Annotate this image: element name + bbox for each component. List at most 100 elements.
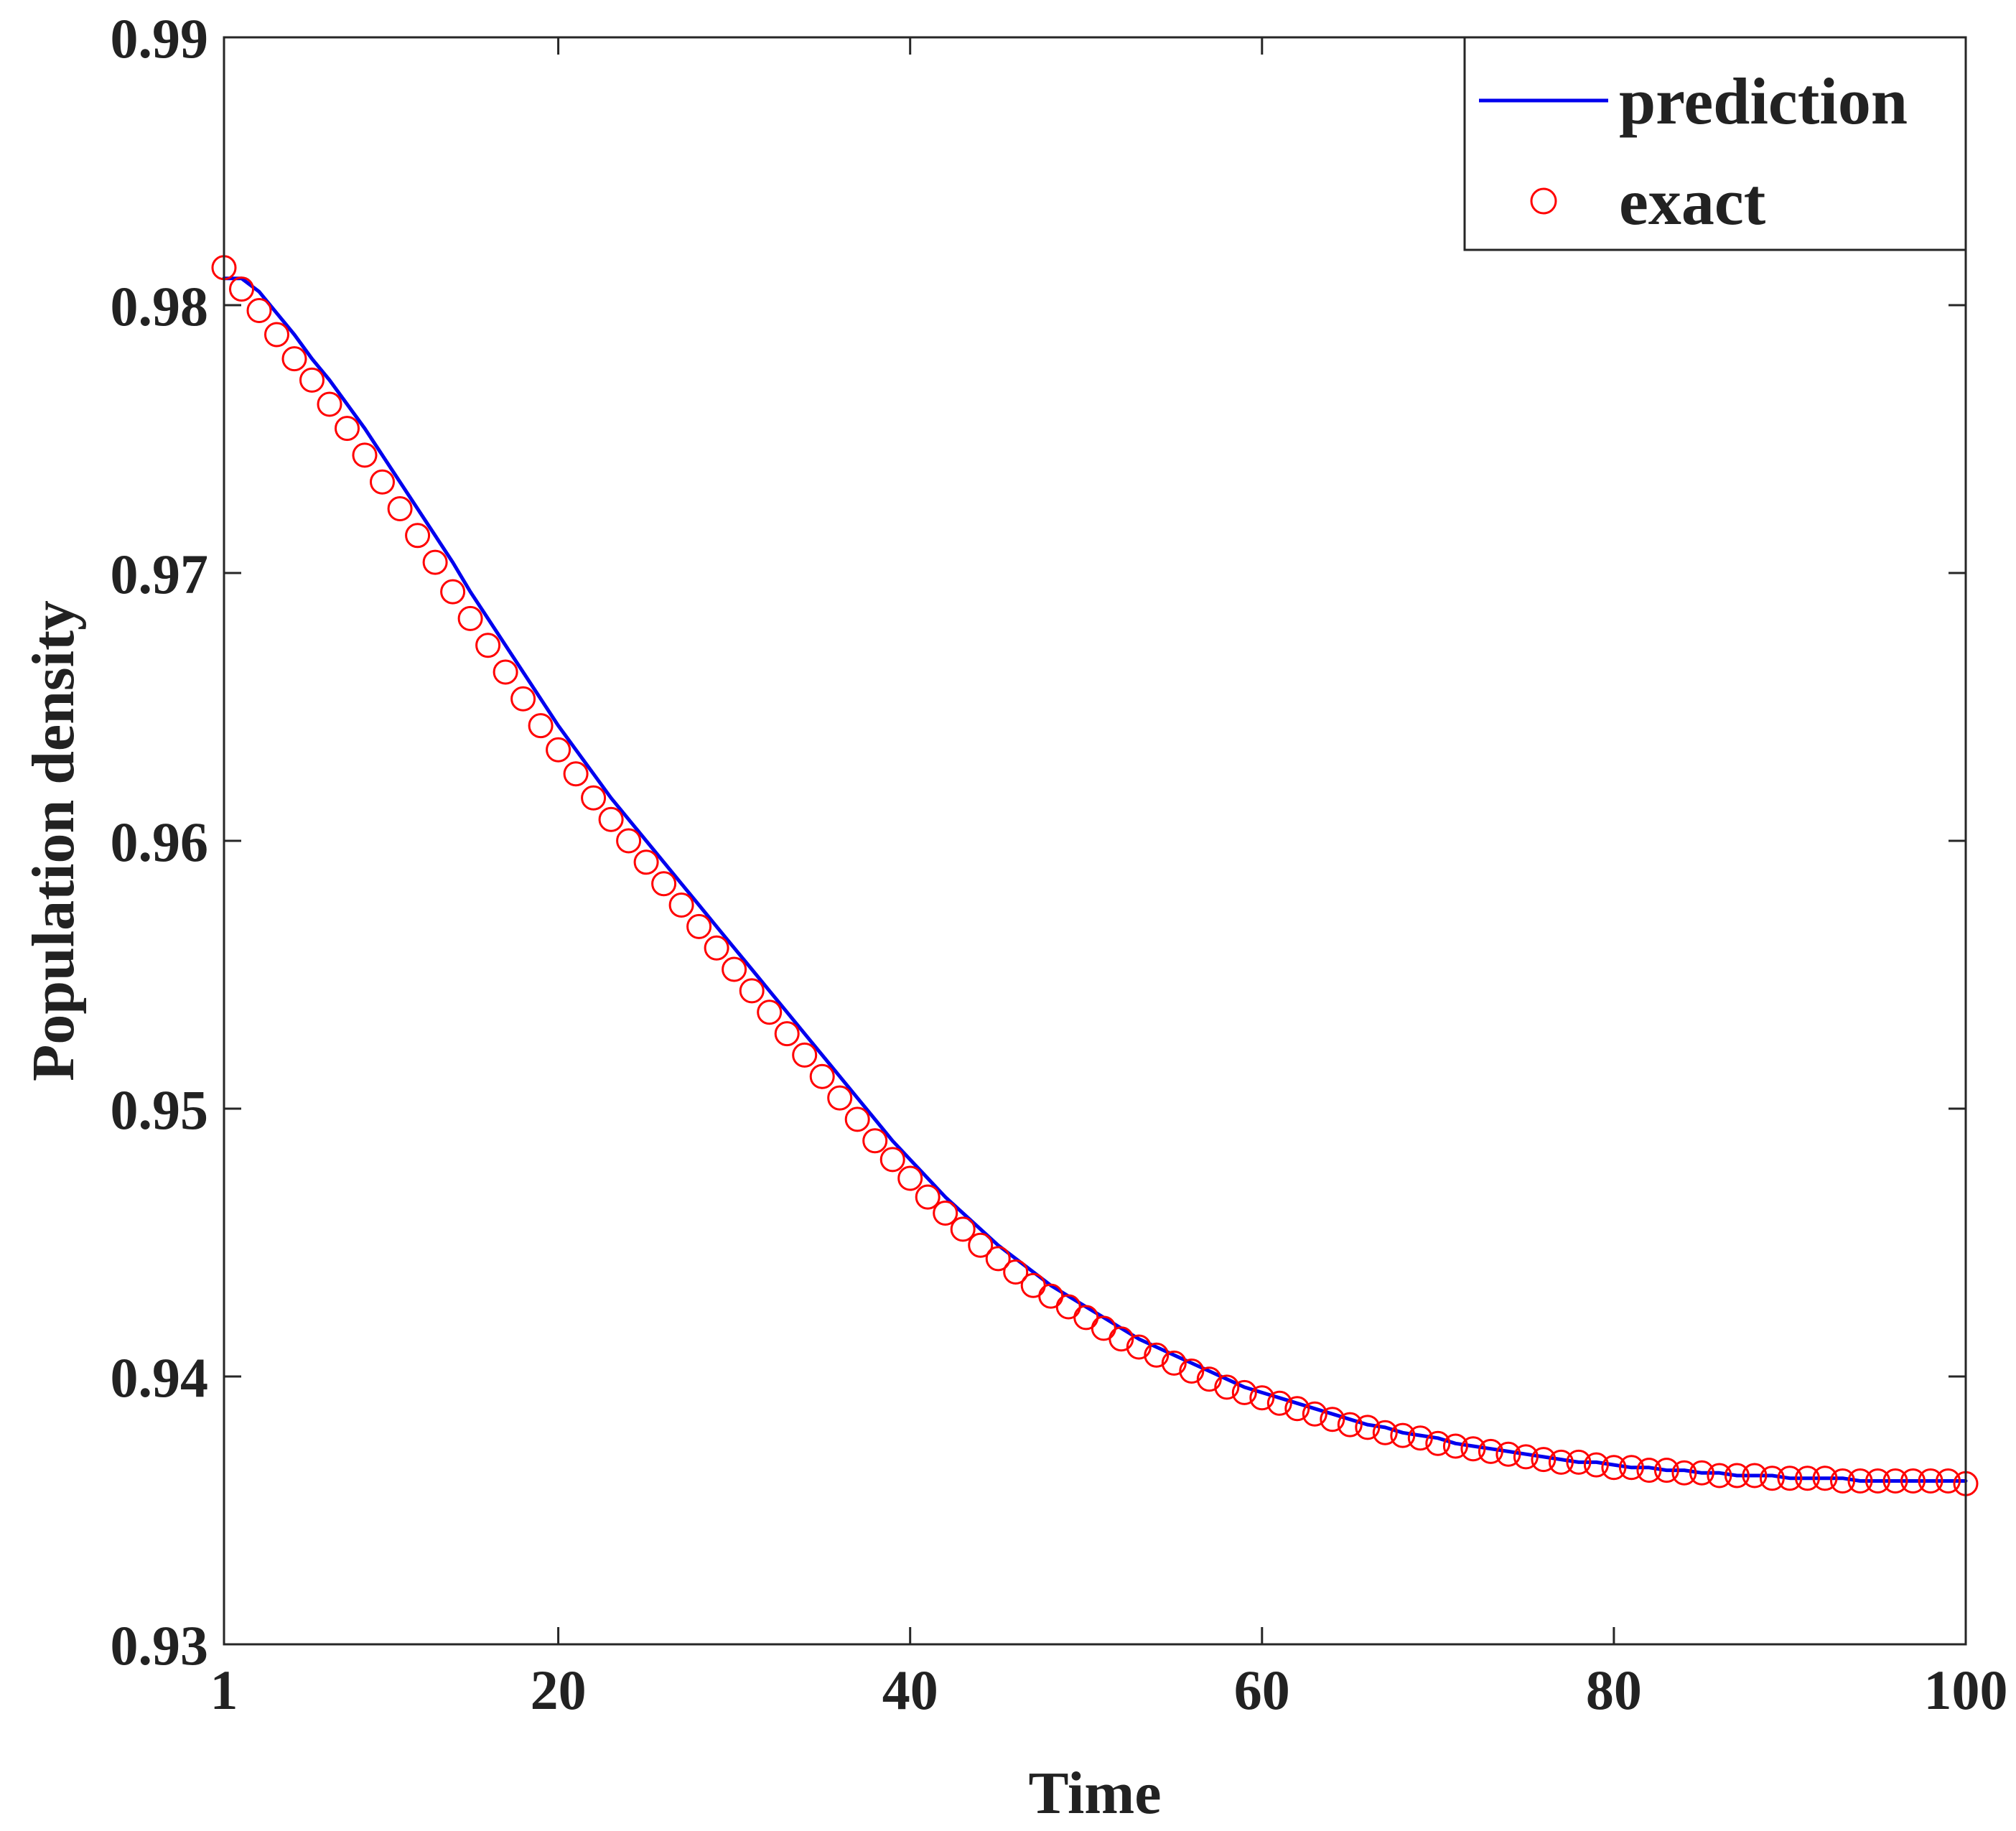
data-point-exact [1003, 1259, 1029, 1285]
data-point-exact [950, 1216, 976, 1242]
data-point-exact [774, 1021, 800, 1047]
data-point-exact [616, 828, 642, 854]
data-point-exact [1478, 1438, 1503, 1464]
data-point-exact [1126, 1334, 1152, 1360]
data-point-exact [510, 686, 536, 712]
data-point-exact [704, 935, 729, 961]
data-point-exact [668, 893, 694, 918]
data-point-exact [475, 633, 501, 658]
data-point-exact [405, 523, 431, 549]
data-point-exact [528, 713, 554, 739]
data-point-exact [1266, 1390, 1292, 1416]
data-point-exact [1214, 1374, 1240, 1400]
data-point-exact [1865, 1468, 1890, 1494]
data-point-exact [862, 1128, 888, 1154]
data-point-exact [546, 737, 571, 763]
data-point-exact [422, 549, 448, 575]
data-point-exact [1513, 1444, 1539, 1470]
data-point-exact [1302, 1401, 1327, 1427]
data-point-exact [352, 442, 378, 468]
legend-label-exact: exact [1619, 165, 1766, 238]
data-point-exact [1109, 1326, 1134, 1352]
data-point-exact [651, 871, 677, 897]
data-point-exact [493, 659, 518, 685]
data-point-exact [879, 1147, 905, 1173]
y-tick-label: 0.97 [111, 543, 209, 605]
data-point-exact [1618, 1455, 1644, 1481]
data-point-exact [1407, 1425, 1433, 1451]
data-point-exact [1231, 1379, 1257, 1405]
data-point-exact [281, 346, 307, 372]
axes: 1 20 40 60 80 100 0.93 0.94 0.95 0.96 0.97 0.98 0.99 [111, 7, 2008, 1721]
data-point-exact [1882, 1468, 1908, 1494]
data-point-exact [229, 276, 254, 302]
x-tick-label: 100 [1924, 1659, 2008, 1721]
x-tick-label: 40 [882, 1659, 938, 1721]
data-point-exact [457, 605, 483, 631]
data-point-exact [633, 849, 659, 875]
data-point-exact [563, 761, 589, 787]
data-point-exact [1759, 1466, 1785, 1491]
data-point-exact [1742, 1463, 1768, 1488]
data-point-exact [1355, 1415, 1381, 1440]
data-point-exact [792, 1042, 818, 1068]
y-axis-label: Population density [20, 600, 87, 1081]
data-point-exact [1795, 1466, 1820, 1491]
data-point-exact [1671, 1460, 1697, 1486]
x-tick-label: 80 [1586, 1659, 1642, 1721]
data-point-exact [809, 1063, 835, 1089]
data-point-exact [1531, 1447, 1557, 1473]
data-point-exact [370, 469, 395, 495]
legend-label-prediction: prediction [1619, 65, 1908, 138]
y-tick-label: 0.99 [111, 7, 209, 70]
data-point-exact [317, 391, 342, 417]
data-point-exact [1653, 1458, 1679, 1483]
data-point-exact [1284, 1396, 1310, 1422]
data-point-exact [1900, 1468, 1926, 1494]
data-point-exact [686, 913, 712, 939]
data-point-exact [1144, 1342, 1170, 1368]
data-point-exact [1495, 1441, 1521, 1467]
data-point-exact [299, 367, 325, 393]
data-point-exact [897, 1165, 923, 1191]
data-point-exact [1724, 1463, 1750, 1488]
y-tick-label: 0.93 [111, 1614, 209, 1677]
plot-area [211, 255, 1979, 1496]
data-point-exact [1936, 1468, 1961, 1494]
data-point-exact [335, 416, 360, 442]
data-point-exact [581, 785, 607, 811]
data-point-exact [1847, 1468, 1873, 1494]
legend-box [1463, 36, 1967, 251]
data-point-exact [1372, 1420, 1398, 1445]
data-point-exact [1601, 1455, 1627, 1481]
data-point-exact [915, 1184, 941, 1210]
y-tick-label: 0.95 [111, 1078, 209, 1141]
data-point-exact [1812, 1466, 1838, 1491]
data-point-exact [1689, 1460, 1714, 1486]
data-point-exact [985, 1246, 1011, 1272]
data-point-exact [1179, 1359, 1205, 1384]
data-point-exact [968, 1232, 994, 1258]
data-point-exact [1460, 1436, 1486, 1462]
x-tick-label: 20 [531, 1659, 587, 1721]
data-point-exact [1777, 1466, 1803, 1491]
data-point-exact [1583, 1452, 1609, 1478]
y-tick-label: 0.98 [111, 275, 209, 337]
data-point-exact [598, 806, 624, 832]
data-point-exact [1830, 1468, 1855, 1494]
x-tick-label: 60 [1234, 1659, 1290, 1721]
data-point-exact [1442, 1433, 1468, 1459]
data-point-exact [1390, 1422, 1416, 1448]
data-point-exact [933, 1201, 958, 1226]
data-point-exact [844, 1106, 870, 1132]
data-point-exact [1249, 1385, 1275, 1411]
data-point-exact [757, 1000, 783, 1025]
x-axis-label: Time [1028, 1760, 1161, 1827]
x-tick-label: 1 [210, 1659, 238, 1721]
data-point-exact [739, 978, 765, 1004]
data-point-exact [440, 579, 466, 605]
data-point-exact [1196, 1366, 1222, 1392]
y-tick-label: 0.94 [111, 1346, 209, 1409]
